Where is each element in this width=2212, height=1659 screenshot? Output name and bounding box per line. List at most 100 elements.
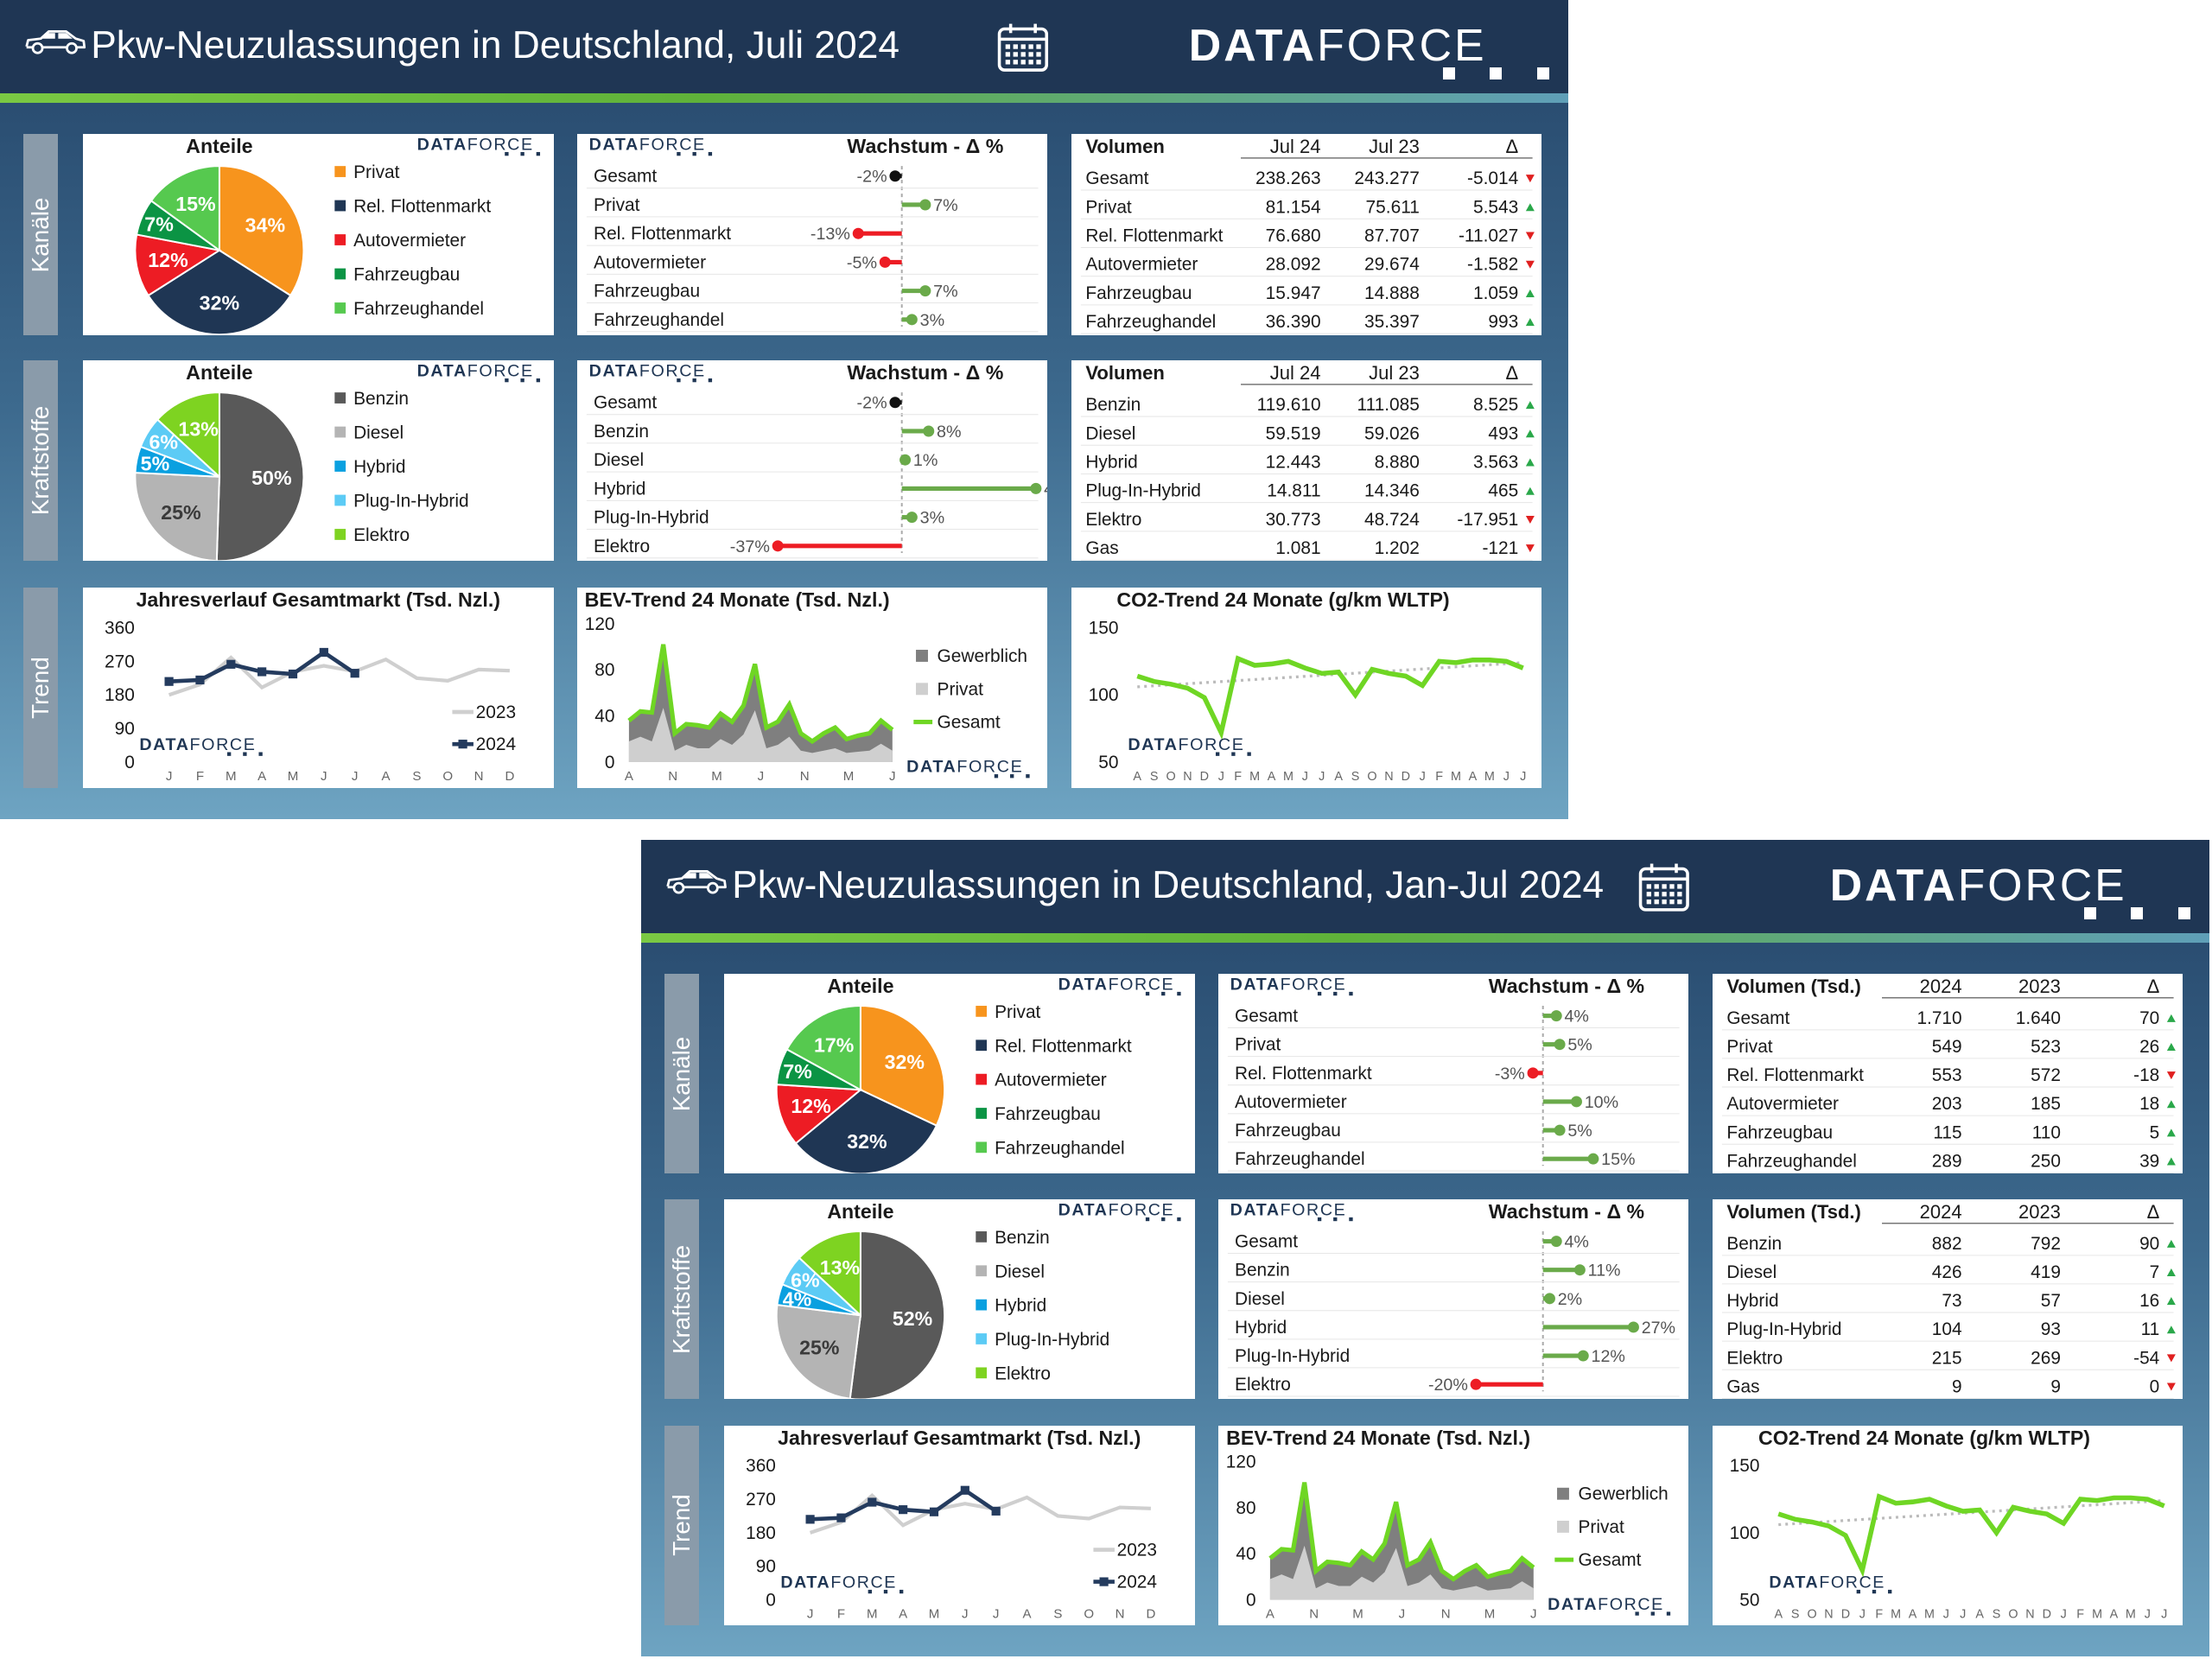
series-2024-marker xyxy=(836,1513,846,1522)
x-tick-label: A xyxy=(2109,1607,2118,1621)
x-tick-label: J xyxy=(757,769,764,784)
table-cell: 76.680 xyxy=(1265,226,1320,246)
table-cell: Fahrzeugbau xyxy=(1085,283,1192,303)
side-label-text: Kraftstoffe xyxy=(668,1244,696,1354)
table-cell: 7 xyxy=(2149,1262,2159,1282)
table-cell: 75.611 xyxy=(1365,198,1419,218)
logo-dot xyxy=(868,1589,873,1593)
dataforce-logo: DATAFORCE xyxy=(140,735,257,754)
logo-dot xyxy=(1230,752,1236,756)
pie-value-label: 34% xyxy=(245,214,286,237)
table-cell: 572 xyxy=(2031,1065,2061,1085)
growth-value-label: 8% xyxy=(937,423,962,442)
x-tick-label: O xyxy=(1367,770,1376,784)
growth-category: Fahrzeughandel xyxy=(594,310,724,330)
logo-dot xyxy=(1215,752,1219,756)
growth-dot xyxy=(889,397,901,409)
growth-dot xyxy=(906,512,918,524)
dataforce-logo: DATAFORCE xyxy=(1829,859,2127,910)
growth-dot xyxy=(852,228,864,240)
table-cell: Privat xyxy=(1085,198,1132,218)
table-cell: Diesel xyxy=(1085,423,1135,443)
trend-up-icon xyxy=(2166,1043,2176,1052)
side-label-text: Kanäle xyxy=(27,197,54,272)
growth-value-label: 4% xyxy=(1564,1007,1588,1027)
logo-dot xyxy=(708,152,712,156)
side-label-text: Kanäle xyxy=(668,1036,696,1111)
y-tick-label: 120 xyxy=(585,613,615,633)
table-cell: 1.059 xyxy=(1473,283,1518,303)
logo-dot xyxy=(1856,1589,1860,1593)
y-tick-label: 90 xyxy=(756,1556,776,1576)
table-header: Jul 24 xyxy=(1269,362,1320,384)
header-bar xyxy=(0,0,1568,94)
side-label-text: Trend xyxy=(27,656,54,719)
growth-category: Gesamt xyxy=(594,167,657,187)
series-2024-marker xyxy=(226,659,236,669)
x-tick-label: N xyxy=(474,769,484,784)
x-tick-label: N xyxy=(1116,1606,1125,1621)
pie-value-label: 12% xyxy=(148,250,188,272)
x-tick-label: A xyxy=(625,769,634,784)
x-tick-label: A xyxy=(1774,1607,1783,1621)
logo-dot xyxy=(1872,1589,1876,1593)
table-cell: 185 xyxy=(2031,1094,2061,1114)
legend-entry: Fahrzeughandel xyxy=(353,299,484,319)
table-cell: 250 xyxy=(2031,1151,2061,1171)
table-cell: 36.390 xyxy=(1265,313,1320,333)
table-cell: 1.710 xyxy=(1916,1008,1961,1028)
table-cell: -54 xyxy=(2133,1348,2159,1368)
side-label-text: Kraftstoffe xyxy=(27,405,54,516)
legend-entry: Gesamt xyxy=(1578,1550,1641,1570)
table-cell: 269 xyxy=(2031,1348,2061,1368)
legend-entry: Fahrzeugbau xyxy=(353,265,460,285)
table-header: Volumen xyxy=(1085,362,1164,384)
table-cell: 111.085 xyxy=(1357,395,1419,415)
x-tick-label: O xyxy=(1084,1606,1095,1621)
side-label-0: Kanäle xyxy=(664,973,700,1174)
table-cell: Gas xyxy=(1726,1376,1759,1396)
series-2024-marker xyxy=(868,1497,877,1507)
logo-dot xyxy=(899,1589,904,1593)
growth-dot xyxy=(1587,1153,1599,1165)
dataforce-logo: DATAFORCE xyxy=(1769,1573,1885,1592)
table-cell: 30.773 xyxy=(1265,510,1320,530)
logo-dot xyxy=(2131,906,2144,919)
legend-entry: 2024 xyxy=(476,734,516,754)
trend-title: BEV-Trend 24 Monate (Tsd. Nzl.) xyxy=(585,588,890,611)
growth-category: Gesamt xyxy=(594,393,657,413)
table-cell: 14.888 xyxy=(1364,283,1420,303)
table-cell: -18 xyxy=(2133,1065,2159,1085)
trend-title: Jahresverlauf Gesamtmarkt (Tsd. Nzl.) xyxy=(778,1427,1141,1449)
table-header: 2023 xyxy=(2018,976,2061,997)
y-tick-label: 90 xyxy=(115,719,135,739)
logo-dot xyxy=(520,378,524,383)
table-cell: 8.525 xyxy=(1473,395,1518,415)
legend-swatch xyxy=(915,649,928,662)
logo-dot xyxy=(2083,906,2096,919)
table-cell: 70 xyxy=(2139,1008,2159,1028)
logo-dot xyxy=(884,1589,888,1593)
growth-category: Rel. Flottenmarkt xyxy=(594,225,731,245)
table-cell: 243.277 xyxy=(1354,169,1420,189)
legend-swatch xyxy=(976,1332,988,1344)
table-cell: 15.947 xyxy=(1265,283,1320,303)
page-title: Pkw-Neuzulassungen in Deutschland, Juli … xyxy=(91,24,899,67)
kraft-pie-panel: Anteile DATAFORCE 52% 25% 4% 6% 13% Benzin Diese… xyxy=(724,1198,1195,1400)
x-tick-label: N xyxy=(1824,1607,1833,1621)
table-cell: Autovermieter xyxy=(1085,255,1198,275)
pie-slice xyxy=(860,1005,946,1127)
table-cell: Elektro xyxy=(1085,510,1141,530)
pie-slice xyxy=(156,391,221,480)
table-cell: 28.092 xyxy=(1265,255,1320,275)
x-tick-label: A xyxy=(382,769,391,784)
logo-dot xyxy=(1536,67,1549,79)
table-cell: Privat xyxy=(1726,1037,1772,1057)
pie-title: Anteile xyxy=(828,975,894,997)
x-tick-label: D xyxy=(1199,770,1208,784)
table-cell: 0 xyxy=(2149,1376,2159,1396)
y-tick-label: 0 xyxy=(1246,1590,1256,1610)
y-tick-label: 0 xyxy=(124,753,135,772)
growth-dot xyxy=(1573,1264,1586,1276)
x-tick-label: O xyxy=(1807,1607,1816,1621)
